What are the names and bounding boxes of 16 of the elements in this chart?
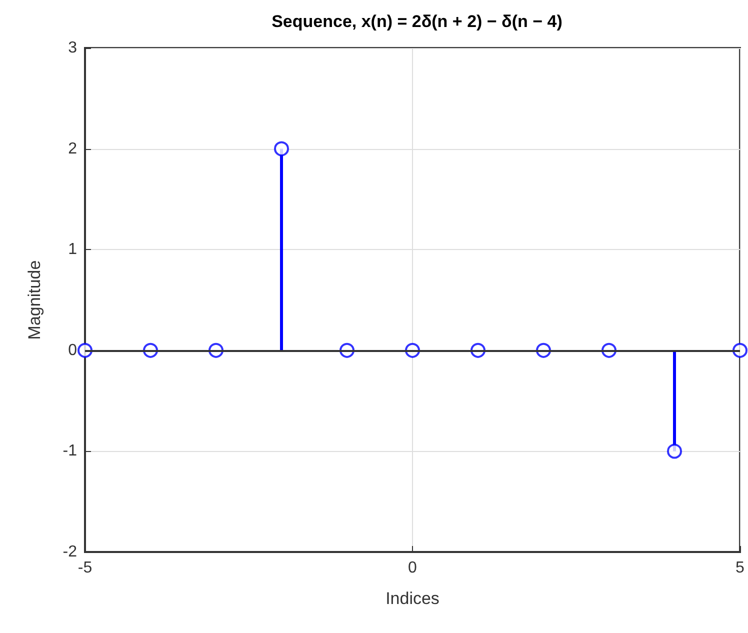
point (667, 444, 682, 459)
y-tick-label: -1 (62, 442, 78, 460)
point (274, 141, 289, 156)
y-tick-label: 0 (68, 342, 78, 359)
x-axis-title: Indices (386, 589, 440, 608)
y-tick-label: -2 (62, 544, 78, 560)
y-axis-title: Magnitude (25, 260, 44, 340)
x-tick-label: -5 (78, 560, 92, 576)
x-tick-label: 0 (408, 560, 418, 576)
point (78, 342, 92, 358)
point (732, 342, 748, 358)
x-tick-label: 5 (736, 560, 745, 576)
chart-title: Sequence, x(n) = 2δ(n + 2) − δ(n − 4) (272, 12, 562, 31)
y-tick-label: 2 (68, 140, 78, 158)
y-tick-label: 1 (68, 241, 78, 258)
y-tick-label: 3 (68, 40, 78, 56)
